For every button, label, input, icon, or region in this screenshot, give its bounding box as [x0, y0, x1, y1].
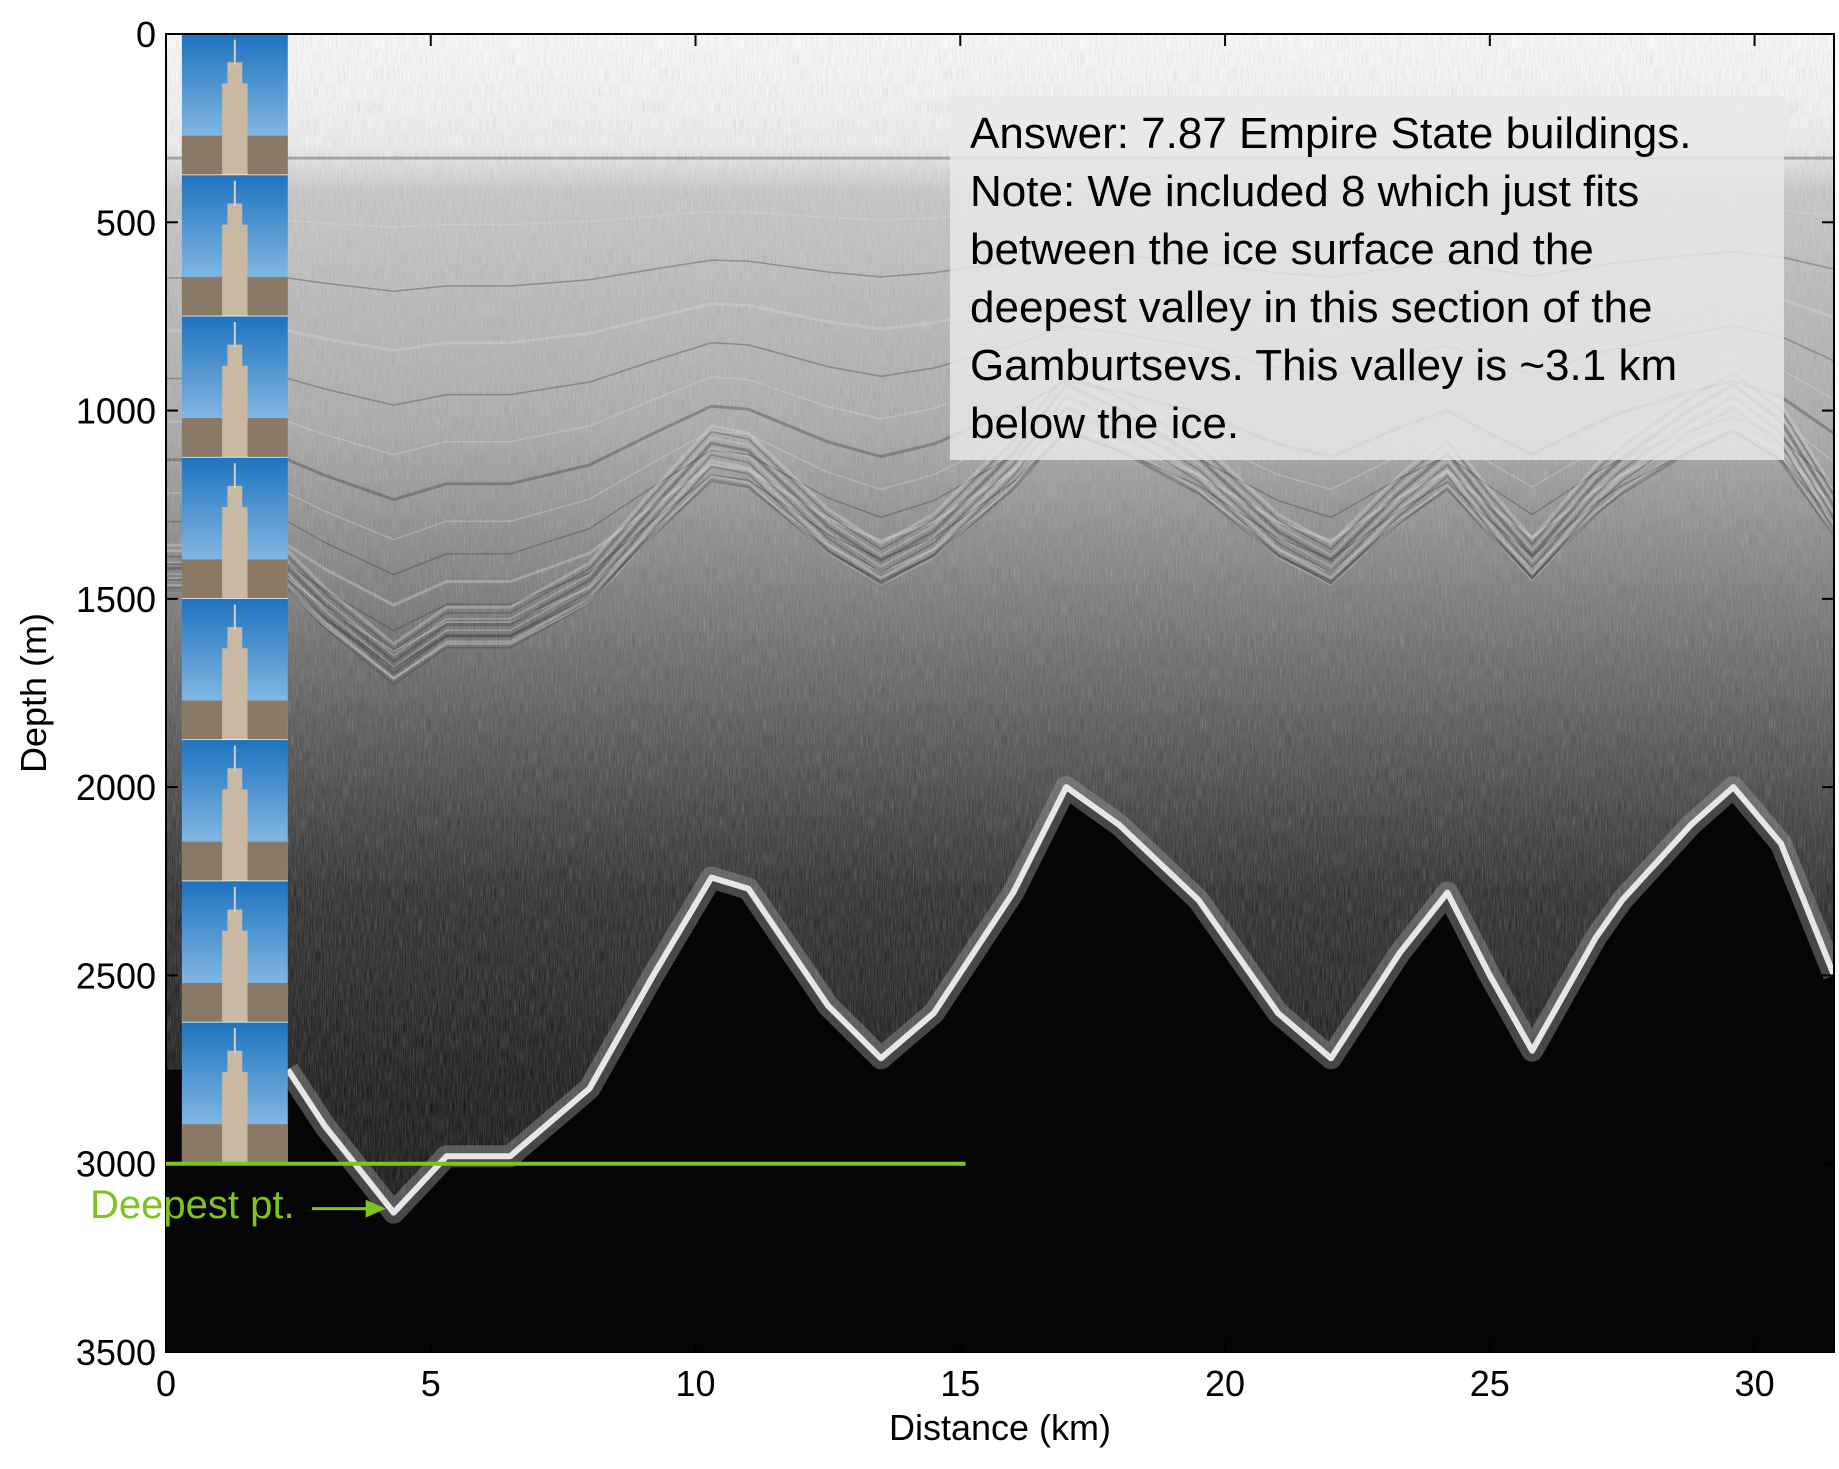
empire-state-building — [181, 740, 288, 883]
y-tick-label: 0 — [136, 14, 156, 55]
y-tick-label: 3000 — [76, 1144, 156, 1185]
answer-note: Answer: 7.87 Empire State buildings. Note… — [950, 96, 1784, 460]
empire-state-building — [181, 881, 288, 1024]
y-tick-label: 1000 — [76, 391, 156, 432]
building-upper — [227, 1050, 243, 1079]
building-tower — [222, 365, 248, 458]
empire-state-building — [181, 598, 288, 741]
building-tower — [222, 83, 248, 176]
building-upper — [227, 768, 243, 797]
empire-state-building — [181, 316, 288, 459]
x-tick-label: 15 — [940, 1363, 980, 1404]
y-tick-label: 2500 — [76, 955, 156, 996]
answer-note-line: below the ice. — [970, 399, 1239, 448]
empire-state-building — [181, 175, 288, 318]
building-upper — [227, 909, 243, 938]
deepest-point-label: Deepest pt. — [90, 1183, 295, 1227]
answer-note-background — [950, 96, 1784, 460]
building-upper — [227, 203, 243, 232]
y-axis-label: Depth (m) — [13, 613, 54, 773]
building-tower — [222, 1071, 248, 1164]
x-tick-label: 5 — [421, 1363, 441, 1404]
y-tick-label: 1500 — [76, 579, 156, 620]
answer-note-line: deepest valley in this section of the — [970, 283, 1652, 332]
building-upper — [227, 485, 243, 515]
y-tick-label: 3500 — [76, 1332, 156, 1373]
x-tick-label: 30 — [1735, 1363, 1775, 1404]
bed-echo-line — [285, 784, 1834, 1216]
y-axis: 0 500 1000 1500 2000 2500 3000 3500 — [76, 14, 1834, 1373]
building-tower — [222, 648, 248, 741]
y-tick-label: 500 — [96, 202, 156, 243]
x-tick-label: 0 — [156, 1363, 176, 1404]
empire-state-building — [181, 457, 288, 600]
plot-frame — [165, 33, 1835, 1353]
x-tick-label: 25 — [1470, 1363, 1510, 1404]
bedrock-below-bed — [166, 787, 1834, 1352]
empire-state-building-stack — [181, 34, 288, 1165]
empire-state-building — [181, 1022, 288, 1165]
building-tower — [222, 930, 248, 1023]
answer-note-line: Note: We included 8 which just fits — [970, 167, 1639, 216]
deepest-point-arrowhead — [365, 1199, 386, 1218]
building-upper — [227, 62, 243, 91]
building-upper — [227, 344, 243, 373]
x-axis-label: Distance (km) — [889, 1407, 1111, 1448]
y-tick-label: 2000 — [76, 767, 156, 808]
x-tick-label: 10 — [676, 1363, 716, 1404]
building-tower — [222, 789, 248, 882]
answer-note-line: Answer: 7.87 Empire State buildings. — [970, 109, 1692, 158]
building-tower — [222, 224, 248, 317]
x-tick-label: 20 — [1205, 1363, 1245, 1404]
answer-note-line: Gamburtsevs. This valley is ~3.1 km — [970, 341, 1677, 390]
building-upper — [227, 627, 243, 656]
empire-state-building — [181, 34, 288, 176]
answer-note-line: between the ice surface and the — [970, 225, 1594, 274]
building-tower — [222, 507, 248, 599]
x-axis: 0 5 10 15 20 25 30 — [156, 34, 1775, 1404]
